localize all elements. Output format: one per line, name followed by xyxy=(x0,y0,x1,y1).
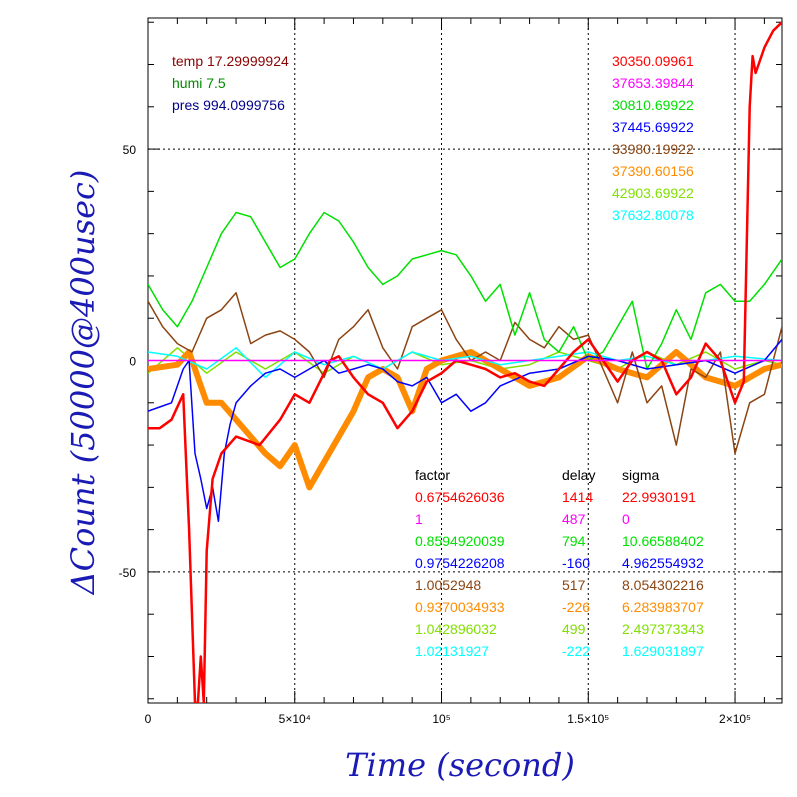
env-readout: temp 17.29999924 xyxy=(172,53,289,69)
series-line xyxy=(148,338,782,522)
series-base-value: 37632.80078 xyxy=(612,207,694,223)
x-tick-label: 0 xyxy=(145,712,152,726)
table-cell: 1.02131927 xyxy=(415,643,489,659)
table-cell: 22.9930191 xyxy=(622,489,696,505)
series-base-value: 33980.19922 xyxy=(612,141,694,157)
series-base-value: 37653.39844 xyxy=(612,75,694,91)
table-cell: 10.66588402 xyxy=(622,533,704,549)
table-cell: 1.629031897 xyxy=(622,643,704,659)
table-cell: 1.0052948 xyxy=(415,577,481,593)
x-tick-label: 1.5×10⁵ xyxy=(567,712,609,726)
table-cell: -226 xyxy=(562,599,590,615)
series-line xyxy=(148,21,782,703)
table-cell: 794 xyxy=(562,533,586,549)
series-base-value: 37445.69922 xyxy=(612,119,694,135)
env-readout: humi 7.5 xyxy=(172,75,226,91)
series-line xyxy=(148,292,782,455)
table-cell: 0.9370034933 xyxy=(415,599,505,615)
series-base-value: 30810.69922 xyxy=(612,97,694,113)
table-cell: 1.042896032 xyxy=(415,621,497,637)
table-cell: 517 xyxy=(562,577,586,593)
table-header: sigma xyxy=(622,467,660,483)
x-tick-label: 2×10⁵ xyxy=(719,712,751,726)
table-cell: 487 xyxy=(562,511,586,527)
x-tick-label: 5×10⁴ xyxy=(279,712,311,726)
table-cell: -160 xyxy=(562,555,590,571)
table-cell: 1 xyxy=(415,511,423,527)
y-axis-title: ΔCount (50000@400usec) xyxy=(64,170,102,597)
table-cell: -222 xyxy=(562,643,590,659)
x-axis-title: Time (second) xyxy=(345,746,575,784)
table-cell: 4.962554932 xyxy=(622,555,704,571)
table-cell: 1414 xyxy=(562,489,593,505)
table-cell: 0.9754226208 xyxy=(415,555,505,571)
series-base-value: 37390.60156 xyxy=(612,163,694,179)
table-cell: 6.283983707 xyxy=(622,599,704,615)
table-cell: 499 xyxy=(562,621,586,637)
table-cell: 0.6754626036 xyxy=(415,489,505,505)
table-cell: 2.497373343 xyxy=(622,621,704,637)
series-base-value: 42903.69922 xyxy=(612,185,694,201)
env-readout: pres 994.0999756 xyxy=(172,97,285,113)
table-header: delay xyxy=(562,467,595,483)
table-header: factor xyxy=(415,467,450,483)
series-base-value: 30350.09961 xyxy=(612,53,694,69)
axis-ticks xyxy=(148,18,782,703)
table-cell: 8.054302216 xyxy=(622,577,704,593)
info-text: temp 17.29999924 humi 7.5 pres 994.0999756… xyxy=(172,53,704,659)
y-tick-label: 0 xyxy=(129,355,136,369)
series-line xyxy=(148,211,782,370)
x-tick-label: 10⁵ xyxy=(432,712,450,726)
y-tick-label: 50 xyxy=(123,143,137,157)
y-tick-label: -50 xyxy=(119,566,137,580)
table-cell: 0 xyxy=(622,511,630,527)
table-cell: 0.8594920039 xyxy=(415,533,505,549)
tick-labels: 0 5×10⁴ 10⁵ 1.5×10⁵ 2×10⁵ 50 0 -50 xyxy=(119,143,751,726)
series-layer xyxy=(148,21,782,703)
